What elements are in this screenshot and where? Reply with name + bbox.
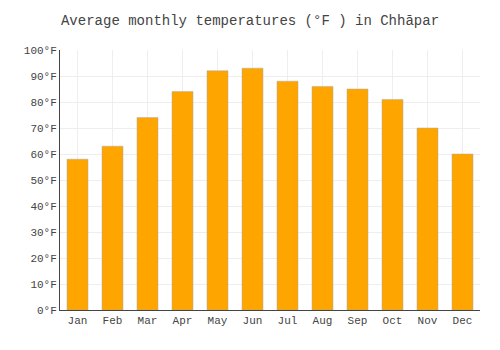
svg-text:80°F: 80°F bbox=[30, 97, 56, 109]
svg-text:Jun: Jun bbox=[243, 315, 263, 327]
svg-text:60°F: 60°F bbox=[30, 149, 56, 161]
svg-text:Jul: Jul bbox=[278, 315, 298, 327]
svg-text:Oct: Oct bbox=[383, 315, 403, 327]
svg-text:10°F: 10°F bbox=[30, 279, 56, 291]
svg-text:70°F: 70°F bbox=[30, 123, 56, 135]
svg-text:Apr: Apr bbox=[173, 315, 193, 327]
svg-text:Mar: Mar bbox=[138, 315, 158, 327]
svg-text:Jan: Jan bbox=[68, 315, 88, 327]
svg-text:Dec: Dec bbox=[453, 315, 473, 327]
svg-text:50°F: 50°F bbox=[30, 175, 56, 187]
svg-text:0°F: 0°F bbox=[37, 305, 57, 317]
svg-text:Sep: Sep bbox=[348, 315, 368, 327]
svg-text:30°F: 30°F bbox=[30, 227, 56, 239]
svg-text:Feb: Feb bbox=[103, 315, 123, 327]
svg-text:Aug: Aug bbox=[313, 315, 333, 327]
svg-text:May: May bbox=[208, 315, 228, 327]
svg-text:Average monthly temperatures (: Average monthly temperatures (°F ) in Ch… bbox=[61, 13, 439, 29]
svg-text:20°F: 20°F bbox=[30, 253, 56, 265]
svg-text:100°F: 100°F bbox=[24, 45, 57, 57]
svg-text:Nov: Nov bbox=[418, 315, 438, 327]
svg-text:40°F: 40°F bbox=[30, 201, 56, 213]
svg-text:90°F: 90°F bbox=[30, 71, 56, 83]
